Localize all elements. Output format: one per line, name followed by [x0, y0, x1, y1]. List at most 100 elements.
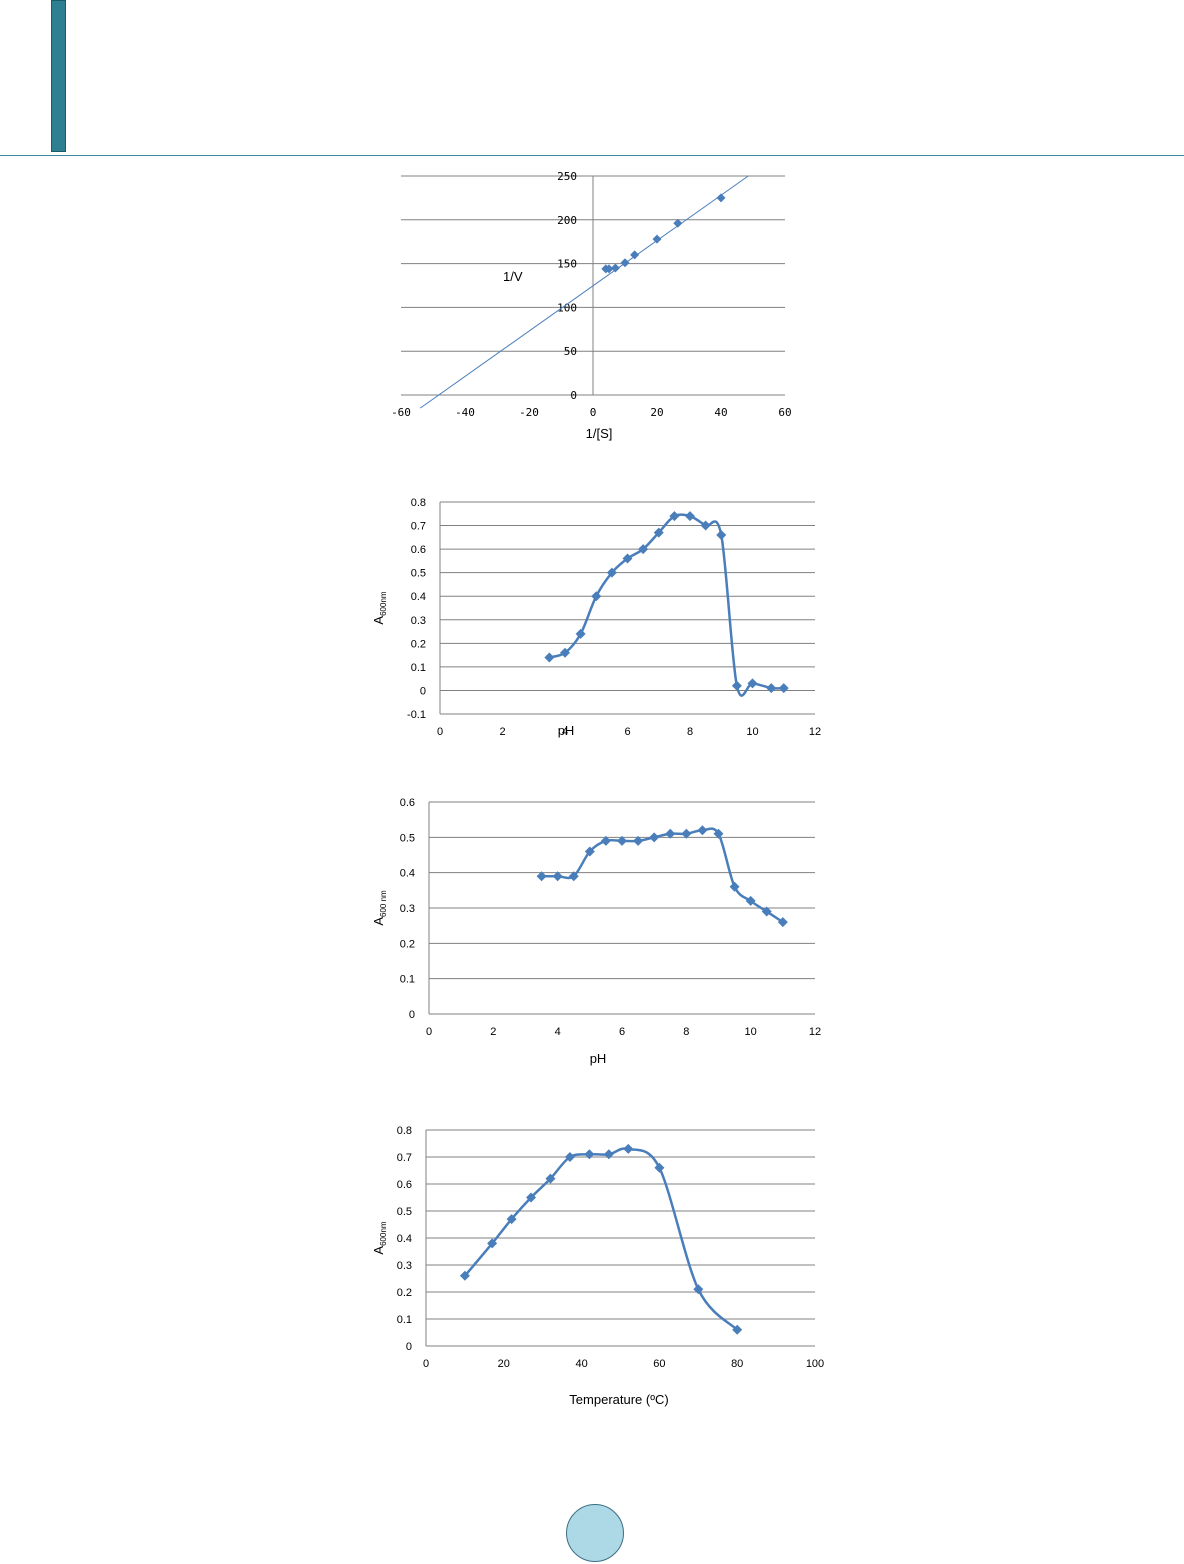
data-point	[669, 511, 680, 522]
data-point	[604, 264, 614, 274]
series-line	[549, 513, 784, 697]
data-points	[459, 1143, 743, 1335]
y-tick-label: 0.5	[411, 568, 426, 580]
data-point	[506, 1214, 517, 1225]
x-tick-labels: 0 20 40 60 80 100	[423, 1358, 824, 1370]
x-tick-label: 0	[437, 726, 443, 738]
x-tick-label: 2	[499, 726, 505, 738]
data-point	[778, 683, 789, 694]
x-tick-label: 10	[745, 1026, 757, 1038]
y-tick-label: 0	[420, 685, 426, 697]
gridlines	[429, 801, 815, 1015]
data-point	[459, 1270, 470, 1281]
y-axis-title: A600nm	[371, 1221, 388, 1254]
ph-activity-chart: -0.1 0 0.1 0.2 0.3 0.4 0.5 0.6 0.7 0.8 0 2 4 6 8 10 12 pH…	[371, 497, 821, 738]
y-tick-label: 0	[409, 1009, 415, 1021]
x-tick-label: 4	[562, 726, 568, 738]
x-tick-label: 0	[590, 406, 597, 419]
x-tick-label: 12	[809, 726, 821, 738]
y-tick-label: 150	[557, 258, 577, 271]
x-tick-label: 6	[624, 726, 630, 738]
data-point	[654, 1162, 665, 1173]
series-line	[541, 827, 784, 924]
y-tick-label: 0.4	[411, 591, 426, 603]
y-tick-label: 0	[406, 1341, 412, 1353]
data-point	[610, 263, 620, 273]
y-axis-title-group: A600nm	[371, 1221, 388, 1254]
x-tick-label: 60	[778, 406, 791, 419]
y-tick-label: 0.1	[400, 974, 415, 986]
y-tick-label: 0.5	[397, 1206, 412, 1218]
data-point	[747, 678, 758, 689]
x-tick-label: -40	[455, 406, 475, 419]
data-point	[693, 1284, 704, 1295]
x-tick-labels: -60 -40 -20 0 20 40 60	[391, 406, 792, 419]
y-tick-label: 0.1	[411, 662, 426, 674]
y-axis-title-subscript: 600nm	[379, 1221, 388, 1246]
data-point	[731, 680, 742, 691]
data-point	[681, 828, 692, 839]
x-tick-label: 12	[809, 1026, 821, 1038]
data-point	[526, 1192, 537, 1203]
y-tick-label: 0.3	[397, 1260, 412, 1272]
data-point	[622, 553, 633, 564]
y-axis-title-group: A600 nm	[371, 890, 388, 926]
y-tick-label: 100	[557, 301, 577, 314]
y-tick-label: 0	[570, 389, 577, 402]
data-point	[777, 917, 788, 928]
y-tick-labels: 0 0.1 0.2 0.3 0.4 0.5 0.6 0.7 0.8	[397, 1125, 412, 1353]
data-point	[606, 567, 617, 578]
y-tick-labels: 0 50 100 150 200 250	[557, 170, 577, 402]
y-tick-label: 0.4	[397, 1233, 412, 1245]
temperature-activity-chart: 0 0.1 0.2 0.3 0.4 0.5 0.6 0.7 0.8 0 20 40 60 80 100 Tem…	[371, 1125, 824, 1407]
x-tick-label: 4	[555, 1026, 561, 1038]
x-tick-label: 20	[498, 1358, 510, 1370]
data-point	[544, 652, 555, 663]
y-tick-label: 0.1	[397, 1314, 412, 1326]
y-axis-title: A600 nm	[371, 890, 388, 926]
y-tick-label: 0.2	[397, 1287, 412, 1299]
data-point	[545, 1173, 556, 1184]
y-tick-labels: -0.1 0 0.1 0.2 0.3 0.4 0.5 0.6 0.7 0.8	[407, 497, 426, 721]
x-axis-title: 1/[S]	[586, 426, 613, 441]
data-point	[652, 234, 662, 244]
x-tick-label: 20	[650, 406, 663, 419]
series-line	[463, 1147, 739, 1331]
page-number-badge	[566, 1504, 624, 1562]
data-point	[620, 258, 630, 268]
x-axis-title: pH	[590, 1051, 607, 1066]
x-tick-label: 8	[683, 1026, 689, 1038]
data-point	[591, 591, 602, 602]
x-tick-labels: 0 2 4 6 8 10 12	[437, 726, 821, 738]
data-point	[603, 1149, 614, 1160]
data-point	[716, 193, 726, 203]
data-point	[584, 1149, 595, 1160]
x-tick-label: 10	[746, 726, 758, 738]
y-tick-label: 0.2	[411, 638, 426, 650]
y-axis-title-subscript: 600 nm	[379, 890, 388, 917]
data-point	[552, 871, 563, 882]
data-point	[745, 895, 756, 906]
y-axis-title: A600nm	[371, 591, 388, 624]
y-axis-title: 1/V	[503, 269, 523, 284]
y-axis-title-subscript: 600nm	[379, 591, 388, 616]
x-tick-label: 6	[619, 1026, 625, 1038]
data-point	[649, 832, 660, 843]
x-tick-label: 2	[490, 1026, 496, 1038]
data-point	[761, 906, 772, 917]
x-tick-label: 60	[653, 1358, 665, 1370]
data-points	[601, 193, 726, 274]
y-tick-label: 0.3	[400, 903, 415, 915]
x-tick-label: 8	[687, 726, 693, 738]
header-accent-bar	[51, 0, 66, 152]
y-tick-label: 0.5	[400, 832, 415, 844]
data-point	[564, 1152, 575, 1162]
data-points	[536, 825, 788, 928]
y-tick-label: 0.6	[411, 544, 426, 556]
y-axis-title-group: A600nm	[371, 591, 388, 624]
data-point	[638, 544, 649, 555]
data-point	[623, 1143, 634, 1154]
x-tick-label: 0	[423, 1358, 429, 1370]
data-point	[716, 529, 727, 540]
y-tick-label: 0.7	[397, 1152, 412, 1164]
